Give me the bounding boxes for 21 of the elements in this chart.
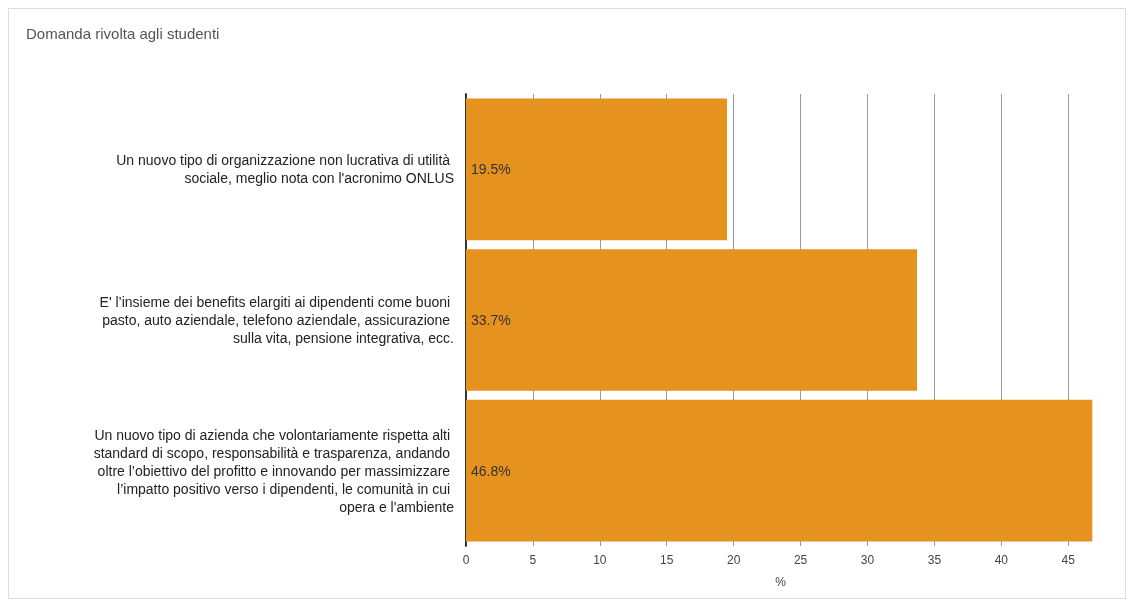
x-tick-label: 10 <box>593 553 607 567</box>
y-tick-label: Un nuovo tipo di organizzazione non lucrativa di utilità sociale, meglio nota con l'acronimo ONLUS <box>116 152 454 187</box>
bar <box>466 399 1093 542</box>
x-tick-label: 30 <box>860 553 875 567</box>
text: Domanda rivolta agli studenti <box>26 25 220 42</box>
bar <box>466 98 727 241</box>
y-tick-label: Un nuovo tipo di azienda che volontariamente rispetta alti standard di scopo, responsabilità e trasparenza, andando oltre l’obiettivo del profitto e innovando per massimizzare l’impatto positivo verso i dipendenti, le comunità in cui opera e l'ambiente <box>93 426 455 515</box>
data-label: 46.8% <box>471 462 511 479</box>
x-tick-label: 35 <box>927 553 942 567</box>
x-tick-label: 25 <box>793 553 808 567</box>
x-tick-label: 15 <box>660 553 674 567</box>
x-tick-label: 20 <box>726 553 741 567</box>
bar <box>466 249 918 391</box>
x-tick-label: 45 <box>1061 553 1076 567</box>
data-label: 19.5% <box>471 161 511 178</box>
x-tick-label: 5 <box>529 553 537 567</box>
x-tick-label: 40 <box>994 553 1009 567</box>
x-axis-title: % <box>775 575 787 589</box>
y-tick-label: E' l’insieme dei benefits elargiti ai dipendenti come buoni pasto, auto aziendale, telefono aziendale, assicurazione sulla vita, pensione integrativa, ecc. <box>99 294 454 346</box>
data-label: 33.7% <box>471 312 511 328</box>
x-tick-label: 0 <box>462 553 470 567</box>
